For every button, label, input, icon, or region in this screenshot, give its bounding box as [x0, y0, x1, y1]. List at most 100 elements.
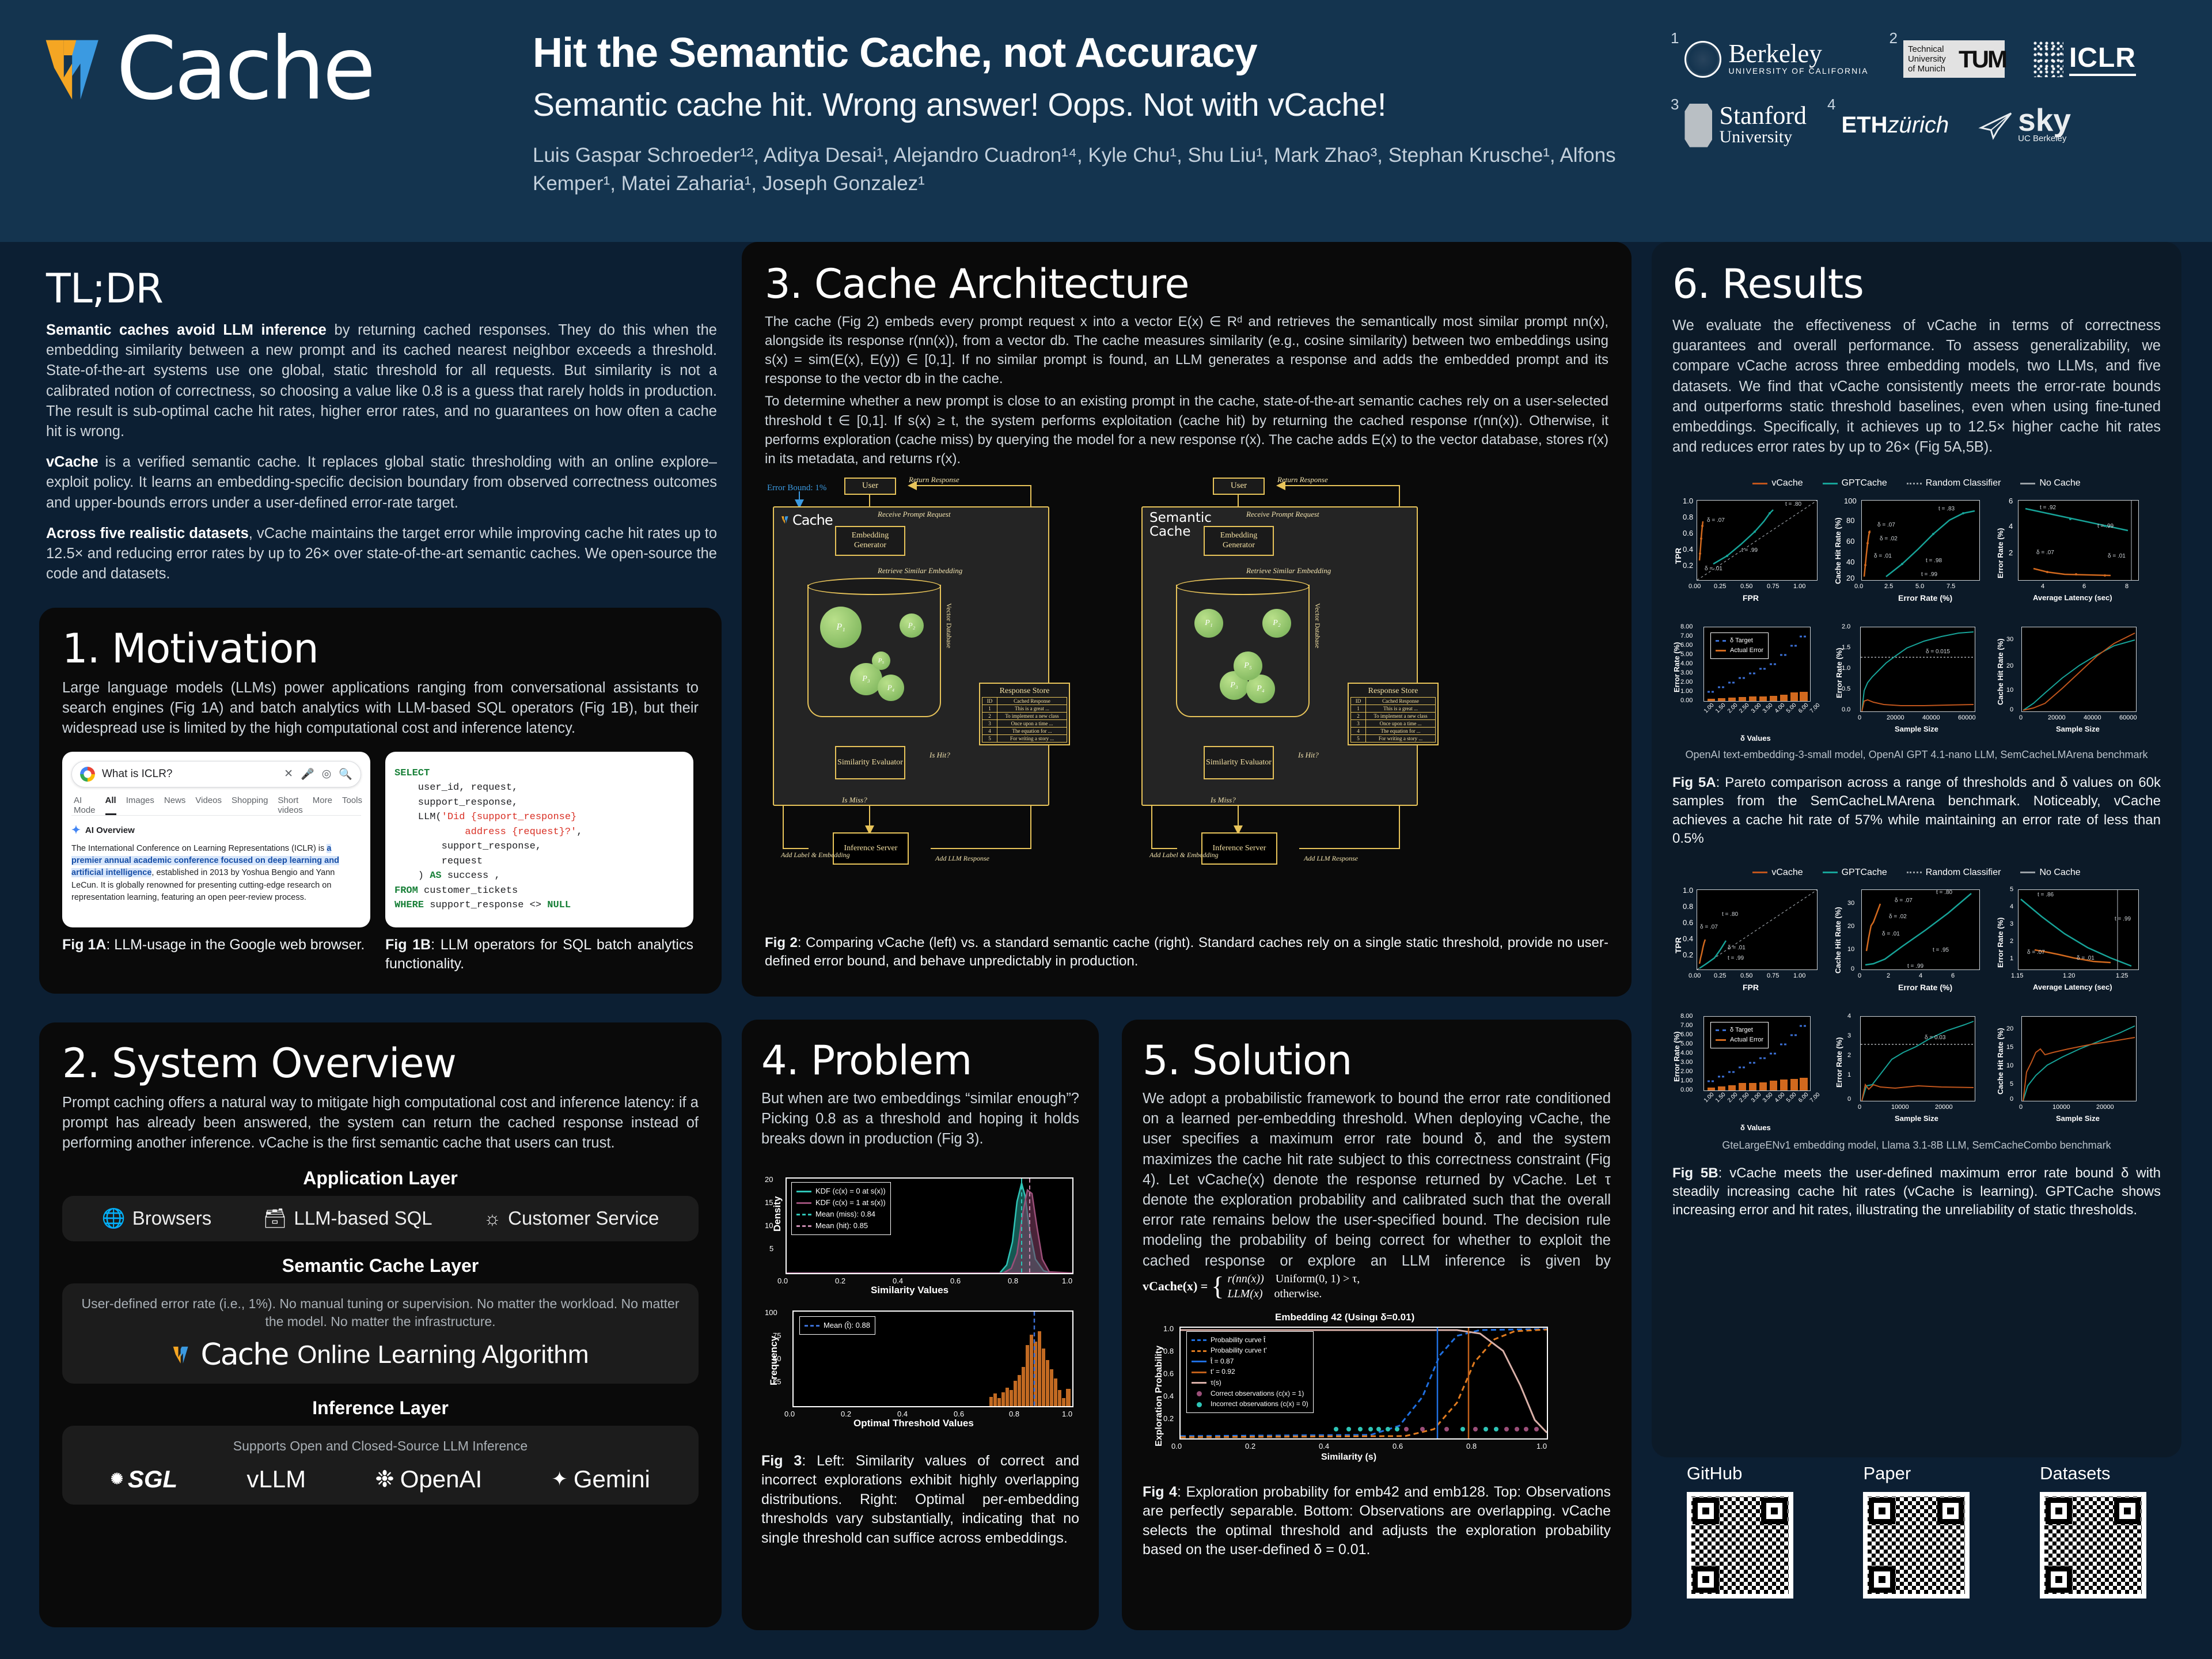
chart-fig5b-error-vs-latency: Error Rate (%) 5 4 3 2 1 1.15 1.20 1.25 … [1995, 886, 2149, 997]
fig3-top-xtick-3: 0.6 [950, 1276, 961, 1285]
architecture-panel: 3. Cache Architecture The cache (Fig 2) … [742, 242, 1632, 997]
solution-formula: vCache(x) = { r(nn(x)) Uniform(0, 1) > τ… [1143, 1271, 1360, 1301]
inference-layer-box: Supports Open and Closed-Source LLM Infe… [62, 1425, 699, 1505]
edge-add-llm-response-right: Add LLM Response [1304, 854, 1358, 862]
fig3-top-ylabel: Density [772, 1196, 783, 1232]
berkeley-seal-icon [1684, 40, 1722, 78]
fig1a-browser-mock: What is ICLR? ✕ 🎤 ◎ 🔍 AI Mode All Images… [62, 751, 370, 927]
tum-logo: Technical University of Munich TUM [1903, 40, 2008, 78]
clear-icon[interactable]: ✕ [284, 768, 294, 781]
motivation-panel: 1. Motivation Large language models (LLM… [39, 608, 722, 994]
app-item-browsers: 🌐 Browsers [101, 1207, 212, 1229]
architecture-paragraph-2: To determine whether a new prompt is clo… [765, 393, 1608, 467]
qr-datasets[interactable]: Datasets [2040, 1463, 2147, 1636]
diagram-inference-server-right: Inference Server [1201, 832, 1277, 865]
browser-search-bar[interactable]: What is ICLR? ✕ 🎤 ◎ 🔍 [71, 760, 361, 787]
edge-add-label-right: Add Label & Embedding [1149, 850, 1219, 859]
lens-icon[interactable]: ◎ [321, 768, 332, 781]
response-store-title-left: Response Store [999, 686, 1050, 695]
fig3-top-ytick-5: 5 [769, 1244, 774, 1253]
results-body: We evaluate the effectiveness of vCache … [1672, 317, 2161, 456]
problem-body: But when are two embeddings “similar eno… [761, 1090, 1079, 1147]
fig5b-top-row: TPR 1.0 0.8 0.6 0.4 0.2 0.00 0.25 0.50 0… [1672, 886, 2161, 997]
fig3-top-legend: KDF (c(x) = 0 at s(x)) KDF (c(x) = 1 at … [791, 1181, 891, 1236]
embedding-ball-p5-right: P₅ [1234, 651, 1262, 680]
fig3-top-ytick-15: 15 [765, 1198, 773, 1207]
eth-logo-sub: zürich [1887, 112, 1949, 138]
affiliation-number-2: 2 [1889, 29, 1898, 47]
cache-layer-note: User-defined error rate (i.e., 1%). No m… [81, 1296, 680, 1329]
response-store-title-right: Response Store [1368, 686, 1418, 695]
fig3-bottom-legend: Mean (t̂): 0.88 [799, 1316, 875, 1335]
tab-tools[interactable]: Tools [342, 795, 362, 805]
semantic-cache-layer-title: Semantic Cache Layer [282, 1255, 479, 1276]
architecture-paragraph-1: The cache (Fig 2) embeds every prompt re… [765, 314, 1608, 387]
tab-news[interactable]: News [164, 795, 186, 805]
fig4-legend: Probability curve t̂ Probability curve t… [1186, 1331, 1314, 1413]
tab-videos[interactable]: Videos [195, 795, 222, 805]
chart-fig5b-roc: TPR 1.0 0.8 0.6 0.4 0.2 0.00 0.25 0.50 0… [1672, 886, 1827, 997]
diagram-user-right: User [1213, 477, 1265, 495]
system-overview-title: 2. System Overview [62, 1040, 457, 1087]
diagram-embedding-generator-right: Embedding Generator [1204, 525, 1274, 556]
microphone-icon[interactable]: 🎤 [301, 768, 314, 781]
embedding-ball-p2-right: P₂ [1262, 608, 1291, 638]
poster-subtitle: Semantic cache hit. Wrong answer! Oops. … [533, 86, 1387, 123]
fig4-ytick-0.4: 0.4 [1163, 1391, 1174, 1400]
diagram-response-store-right: Response Store ID Cached Response 1 This i… [1348, 682, 1439, 745]
architecture-title: 3. Cache Architecture [765, 260, 1190, 308]
chart-fig5a-roc: TPR 1.0 0.8 0.6 0.4 0.2 0.00 0.25 0.50 0… [1672, 497, 1827, 607]
cache-layer-brand-suffix: Online Learning Algorithm [297, 1340, 589, 1369]
tab-short-videos[interactable]: Short videos [278, 795, 303, 815]
globe-icon: 🌐 [101, 1207, 126, 1229]
affiliation-number-3: 3 [1671, 96, 1679, 113]
headset-ai-icon: ☼ [483, 1207, 502, 1229]
fig4-ytick-0.2: 0.2 [1163, 1414, 1174, 1423]
tab-shopping[interactable]: Shopping [232, 795, 268, 805]
affiliation-number-1: 1 [1671, 29, 1679, 47]
fig4-xlabel: Similarity (s) [1321, 1452, 1377, 1462]
tldr-paragraph-1: Semantic caches avoid LLM inference by r… [46, 322, 717, 440]
diagram-vector-db-left [807, 584, 941, 717]
diagram-embedding-generator-left: Embedding Generator [835, 525, 905, 556]
fig1b-caption: Fig 1B: LLM operators for SQL batch anal… [385, 936, 693, 972]
chart-fig5b-hitrate-vs-samples: Cache Hit Rate (%) 20 15 10 5 0 0 10000 … [1995, 1014, 2149, 1136]
title-block: Hit the Semantic Cache, not Accuracy Sem… [533, 31, 1656, 198]
diagram-vcache-label: Cache [781, 512, 833, 528]
qr-paper[interactable]: Paper [1863, 1463, 1970, 1636]
chart-fig5a-delta-bars: Error Rate (%) [1672, 623, 1822, 743]
fig2-caption: Fig 2: Comparing vCache (left) vs. a sta… [765, 934, 1608, 969]
tab-images[interactable]: Images [126, 795, 154, 805]
affiliation-logos: 1 Berkeley UNIVERSITY OF CALIFORNIA 2 Te… [1671, 26, 2189, 158]
fig3-top-xtick-4: 0.8 [1008, 1276, 1019, 1285]
fig5a-bottom-row: Error Rate (%) [1672, 623, 2161, 747]
edge-is-miss-right: Is Miss? [1211, 795, 1236, 804]
eth-logo: ETHzürich [1841, 112, 1949, 138]
ai-overview-answer: The International Conference on Learning… [71, 843, 339, 903]
fig4-caption: Fig 4: Exploration probability for emb42… [1143, 1483, 1611, 1558]
vcache-logo: Cache [40, 19, 375, 119]
vcache-logo-text: Cache [116, 19, 375, 119]
search-icon[interactable]: 🔍 [339, 768, 352, 781]
embedding-ball-p1-left: P₁ [820, 606, 862, 648]
browser-tab-bar[interactable]: AI Mode All Images News Videos Shopping … [71, 787, 362, 816]
tab-more[interactable]: More [312, 795, 332, 805]
edge-add-llm-response-left: Add LLM Response [935, 854, 989, 862]
results-panel: 6. Results We evaluate the effectiveness… [1652, 242, 2181, 1457]
fig5b-caption: Fig 5B: vCache meets the user-defined ma… [1672, 1165, 2161, 1218]
chart-fig5b-error-vs-samples: Error Rate (%) 4 3 2 1 0 0 10000 20000 S… [1834, 1013, 1988, 1136]
vector-db-label-left: Vector Database [945, 603, 953, 649]
fig5b-footnote: GteLargeENv1 embedding model, Llama 3.1-… [1722, 1139, 2111, 1151]
stanford-logo-text: Stanford [1719, 101, 1807, 130]
stanford-tree-icon [1684, 103, 1713, 147]
eth-logo-text: ETH [1841, 112, 1888, 138]
embedding-ball-p2-left: P₂ [900, 613, 924, 638]
embedding-ball-p4-left: P₄ [878, 674, 904, 701]
tab-all[interactable]: All [105, 796, 116, 815]
tab-ai-mode[interactable]: AI Mode [74, 795, 96, 815]
tldr-title: TL;DR [46, 265, 164, 312]
vector-db-label-right: Vector Database [1314, 603, 1322, 649]
qr-github[interactable]: GitHub [1686, 1463, 1793, 1636]
embedding-ball-p1-right: P₁ [1194, 608, 1223, 638]
fig4-xtick-1: 0.2 [1245, 1441, 1256, 1450]
